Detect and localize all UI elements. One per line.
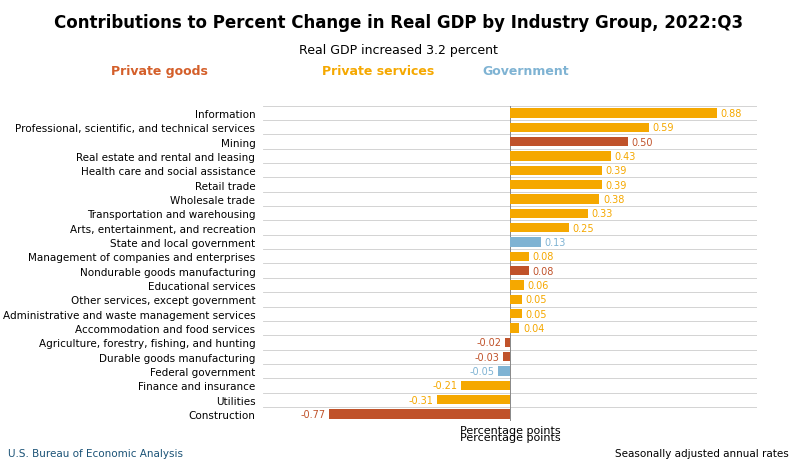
Bar <box>510 252 529 262</box>
Bar <box>510 109 717 118</box>
Text: Private goods: Private goods <box>111 65 208 78</box>
Text: Private services: Private services <box>323 65 434 78</box>
Text: 0.05: 0.05 <box>525 309 547 319</box>
Text: U.S. Bureau of Economic Analysis: U.S. Bureau of Economic Analysis <box>8 448 183 458</box>
Bar <box>510 152 611 161</box>
Text: 0.59: 0.59 <box>653 123 674 133</box>
Bar <box>505 338 510 347</box>
Text: 0.04: 0.04 <box>523 323 544 333</box>
Text: Real GDP increased 3.2 percent: Real GDP increased 3.2 percent <box>299 44 498 57</box>
Text: 0.50: 0.50 <box>631 137 653 147</box>
Text: -0.21: -0.21 <box>432 381 457 391</box>
Text: 0.39: 0.39 <box>606 166 626 176</box>
Bar <box>510 266 529 275</box>
Text: 0.38: 0.38 <box>603 194 624 205</box>
Bar <box>437 395 510 405</box>
Text: 0.39: 0.39 <box>606 180 626 190</box>
Text: 0.08: 0.08 <box>532 266 554 276</box>
Text: 0.33: 0.33 <box>591 209 613 219</box>
Bar <box>510 281 524 290</box>
Text: 0.43: 0.43 <box>614 151 636 162</box>
Text: 0.05: 0.05 <box>525 294 547 305</box>
Bar <box>510 309 522 319</box>
Bar <box>498 367 510 376</box>
Bar <box>510 209 587 219</box>
Text: Seasonally adjusted annual rates: Seasonally adjusted annual rates <box>615 448 789 458</box>
Bar <box>510 224 569 233</box>
Text: Contributions to Percent Change in Real GDP by Industry Group, 2022:Q3: Contributions to Percent Change in Real … <box>54 14 743 32</box>
Text: 0.06: 0.06 <box>528 281 549 290</box>
Text: -0.02: -0.02 <box>477 338 502 348</box>
Bar <box>510 166 602 175</box>
Bar <box>510 238 540 247</box>
Text: 0.88: 0.88 <box>720 109 742 119</box>
Text: -0.03: -0.03 <box>475 352 500 362</box>
Bar <box>510 324 520 333</box>
Text: Percentage points: Percentage points <box>460 432 560 443</box>
X-axis label: Percentage points: Percentage points <box>460 425 560 436</box>
Bar <box>510 181 602 190</box>
Bar <box>503 352 510 362</box>
Text: -0.31: -0.31 <box>409 395 434 405</box>
Bar <box>510 123 649 132</box>
Text: 0.13: 0.13 <box>544 238 566 247</box>
Text: 0.08: 0.08 <box>532 252 554 262</box>
Bar <box>329 410 510 419</box>
Bar <box>510 138 628 147</box>
Text: 0.25: 0.25 <box>572 223 594 233</box>
Bar <box>461 381 510 390</box>
Bar <box>510 195 599 204</box>
Text: Government: Government <box>483 65 569 78</box>
Bar <box>510 295 522 304</box>
Text: -0.77: -0.77 <box>300 409 325 419</box>
Text: -0.05: -0.05 <box>469 366 495 376</box>
